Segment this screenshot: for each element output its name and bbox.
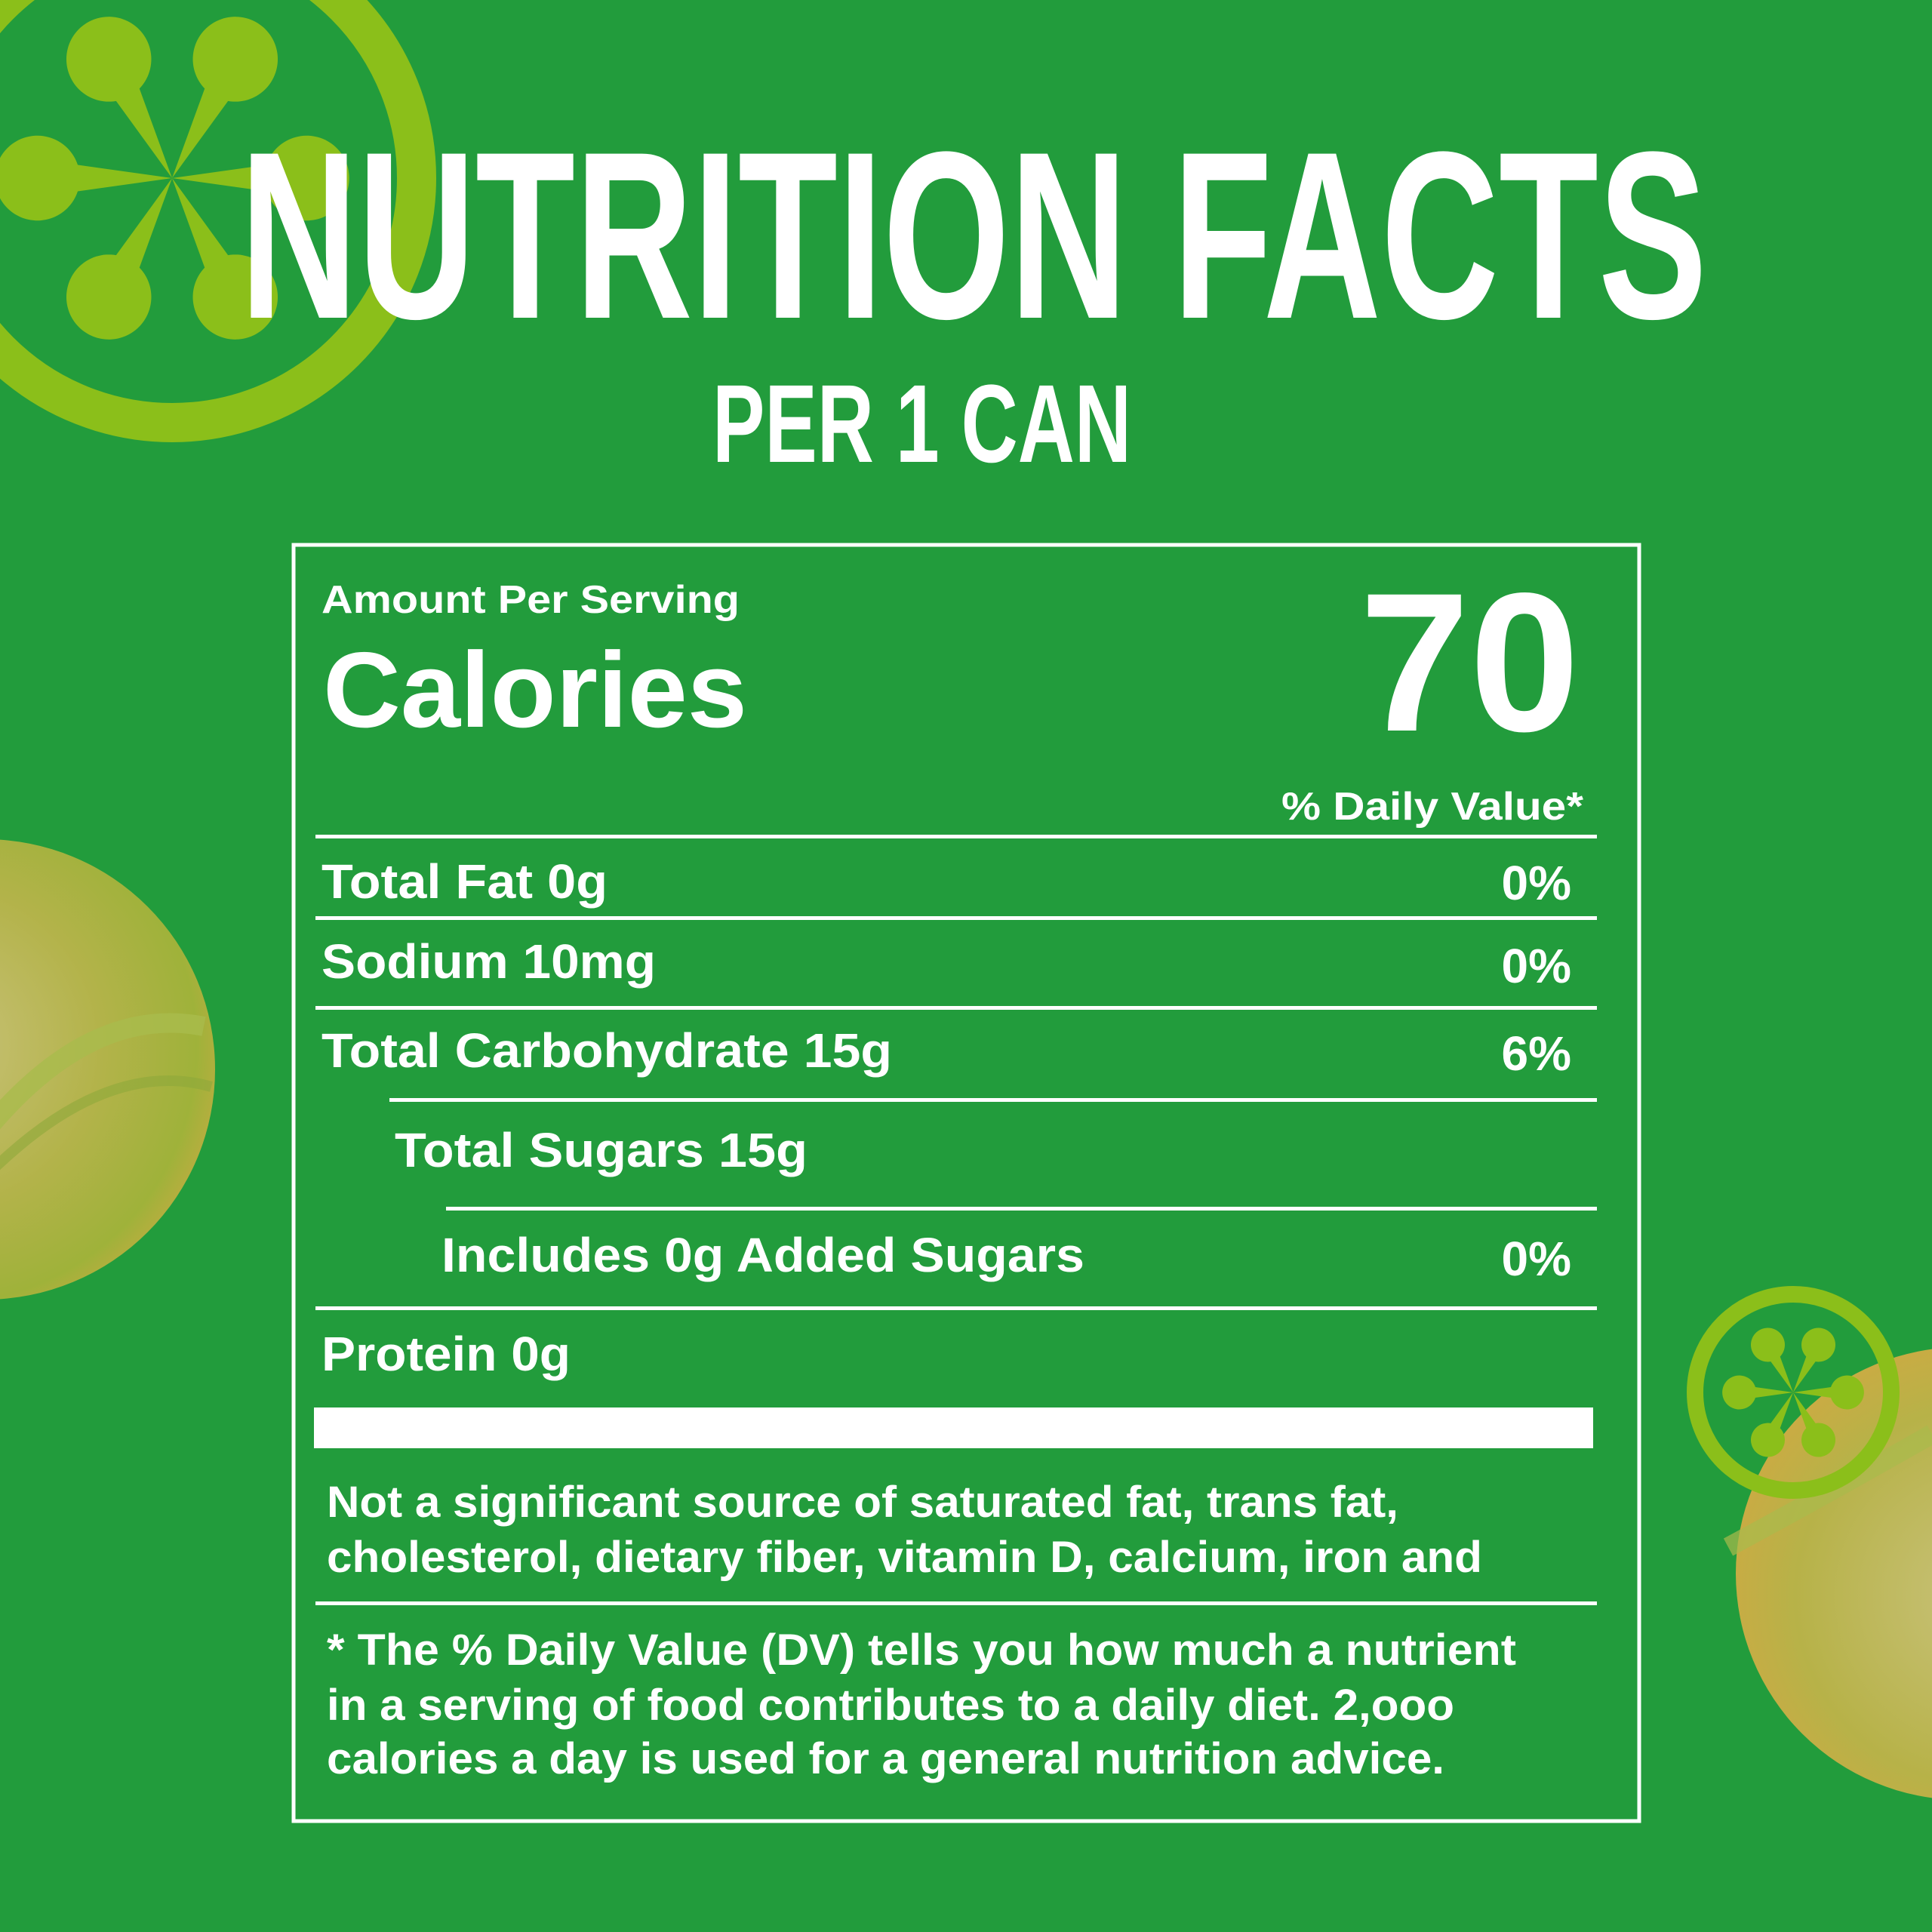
divider [315, 1006, 1597, 1010]
nutrient-total-carbohydrate: Total Carbohydrate 15g [321, 1023, 892, 1078]
nutrient-total-fat: Total Fat 0g [321, 854, 608, 909]
dv-total-carbohydrate: 6% [1502, 1026, 1572, 1081]
footnote-line: in a serving of food contributes to a da… [327, 1681, 1454, 1730]
nutrient-protein: Protein 0g [321, 1327, 571, 1381]
lime-slice-asterisk-icon-small [1687, 1286, 1900, 1499]
page-subtitle: PER 1 CAN [712, 362, 1131, 486]
divider [315, 916, 1597, 920]
dv-added-sugars: 0% [1502, 1232, 1572, 1286]
divider [315, 1306, 1597, 1310]
lime-slice-asterisk-icon [0, 0, 436, 442]
dv-sodium: 0% [1502, 939, 1572, 993]
nutrient-sodium: Sodium 10mg [321, 934, 656, 989]
calories-value: 70 [1360, 552, 1580, 773]
nutrient-total-sugars: Total Sugars 15g [395, 1123, 808, 1177]
nutrient-added-sugars: Includes 0g Added Sugars [441, 1228, 1084, 1282]
dv-total-fat: 0% [1502, 856, 1572, 910]
page-title: NUTRITION FACTS [240, 102, 1707, 368]
footnote-line: * The % Daily Value (DV) tells you how m… [327, 1626, 1516, 1675]
footnote-line: calories a day is used for a general nut… [327, 1734, 1444, 1783]
nutrition-label-box [291, 543, 1641, 1823]
amount-per-serving: Amount Per Serving [321, 578, 740, 622]
divider [389, 1098, 1597, 1102]
lime-soda-photo-left [0, 839, 215, 1300]
divider [315, 1601, 1597, 1605]
daily-value-header: % Daily Value* [1281, 785, 1584, 829]
thick-divider [314, 1407, 1593, 1448]
divider [446, 1207, 1597, 1211]
note-line: Not a significant source of saturated fa… [327, 1478, 1398, 1527]
calories-label: Calories [323, 630, 747, 750]
note-line: cholesterol, dietary fiber, vitamin D, c… [327, 1533, 1482, 1582]
divider [315, 835, 1597, 838]
